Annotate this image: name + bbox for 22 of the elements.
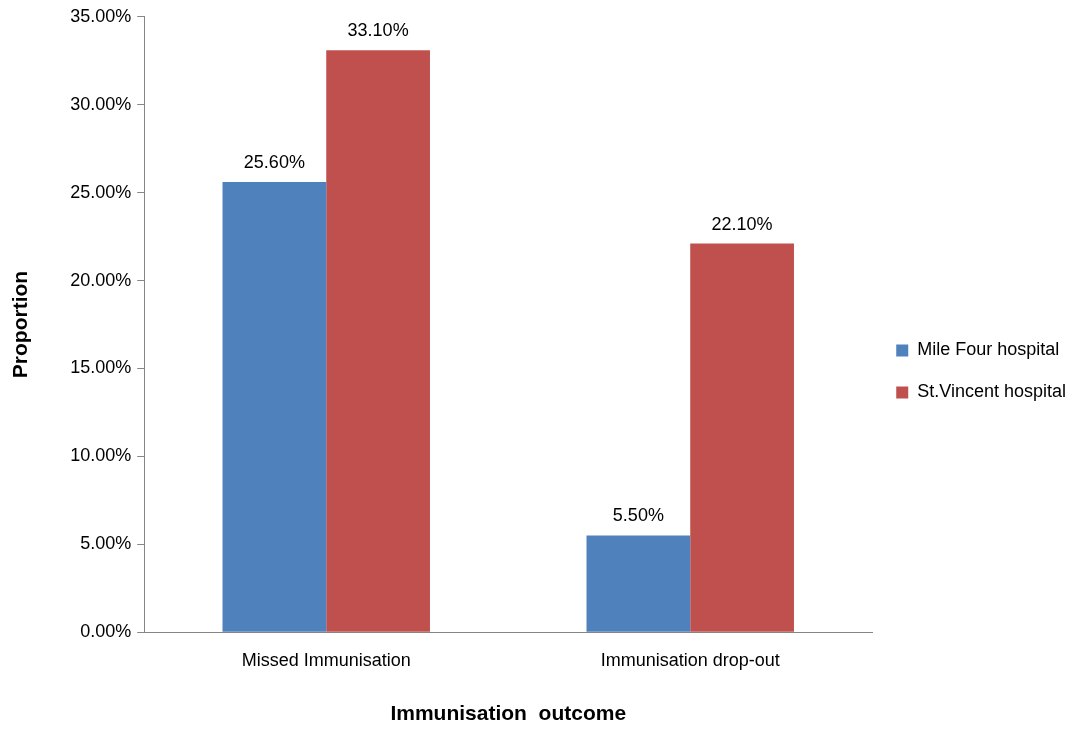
bar: [326, 50, 430, 632]
y-tick-label: 0.00%: [80, 621, 132, 642]
legend-label: Mile Four hospital: [917, 339, 1060, 360]
x-tick-label: Missed Immunisation: [241, 649, 411, 670]
data-label: 25.60%: [243, 152, 305, 173]
legend-label: St.Vincent hospital: [917, 381, 1066, 402]
y-tick-label: 20.00%: [70, 269, 132, 290]
data-label: 5.50%: [612, 505, 664, 526]
data-label: 33.10%: [347, 20, 409, 41]
y-tick-label: 10.00%: [70, 445, 132, 466]
bar: [690, 243, 794, 632]
x-axis-title: Immunisation outcome: [390, 701, 627, 725]
data-label: 22.10%: [711, 213, 773, 234]
y-tick-label: 30.00%: [70, 93, 132, 114]
bar: [222, 182, 327, 632]
bar: [586, 535, 691, 632]
y-tick-label: 35.00%: [70, 5, 132, 26]
y-tick-label: 15.00%: [70, 357, 132, 378]
x-tick-label: Immunisation drop-out: [600, 649, 780, 670]
y-tick-label: 25.00%: [70, 181, 132, 202]
y-axis-title: Proportion: [8, 270, 32, 379]
y-tick-label: 5.00%: [80, 533, 132, 554]
